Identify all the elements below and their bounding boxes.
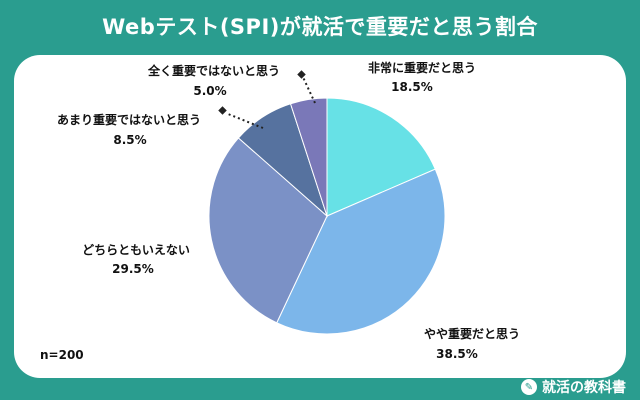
pie-slices: [208, 97, 446, 335]
pie-chart: 非常に重要だと思う 18.5% やや重要だと思う 38.5% どちらともいえない…: [40, 60, 520, 362]
slice-1-value: 18.5%: [391, 80, 433, 94]
leader-lines: [218, 70, 316, 129]
slice-2-value: 38.5%: [436, 347, 478, 361]
slice-5-name: 全く重要ではないと思う: [147, 63, 280, 78]
pie-slice-1: [326, 97, 436, 217]
slice-5-value: 5.0%: [193, 84, 226, 98]
slice-3-name: どちらともいえない: [82, 243, 190, 257]
leader-marker-slice-4: [218, 106, 227, 115]
sample-size-note: n=200: [40, 348, 84, 362]
slice-labels: 非常に重要だと思う 18.5% やや重要だと思う 38.5% どちらともいえない…: [57, 60, 520, 361]
slice-3-value: 29.5%: [112, 262, 154, 276]
brand-footer: ✎ 就活の教科書: [521, 377, 626, 397]
chart-title: Webテスト(SPI)が就活で重要だと思う割合: [102, 15, 538, 39]
leader-marker-slice-5: [297, 70, 306, 79]
slice-2-name: やや重要だと思う: [424, 326, 520, 341]
brand-logo-icon: ✎: [521, 379, 537, 395]
leader-line-slice-4: [227, 113, 264, 129]
slice-1-name: 非常に重要だと思う: [368, 60, 476, 75]
pie-slice-5: [289, 97, 328, 217]
slice-4-value: 8.5%: [113, 133, 146, 147]
pie-slice-2: [276, 168, 446, 335]
brand-name: 就活の教科書: [542, 380, 626, 396]
slice-4-name: あまり重要ではないと思う: [57, 112, 201, 127]
chart-card: 非常に重要だと思う 18.5% やや重要だと思う 38.5% どちらともいえない…: [14, 55, 626, 378]
pie-slice-3: [208, 137, 328, 324]
leader-line-slice-5: [301, 74, 316, 104]
